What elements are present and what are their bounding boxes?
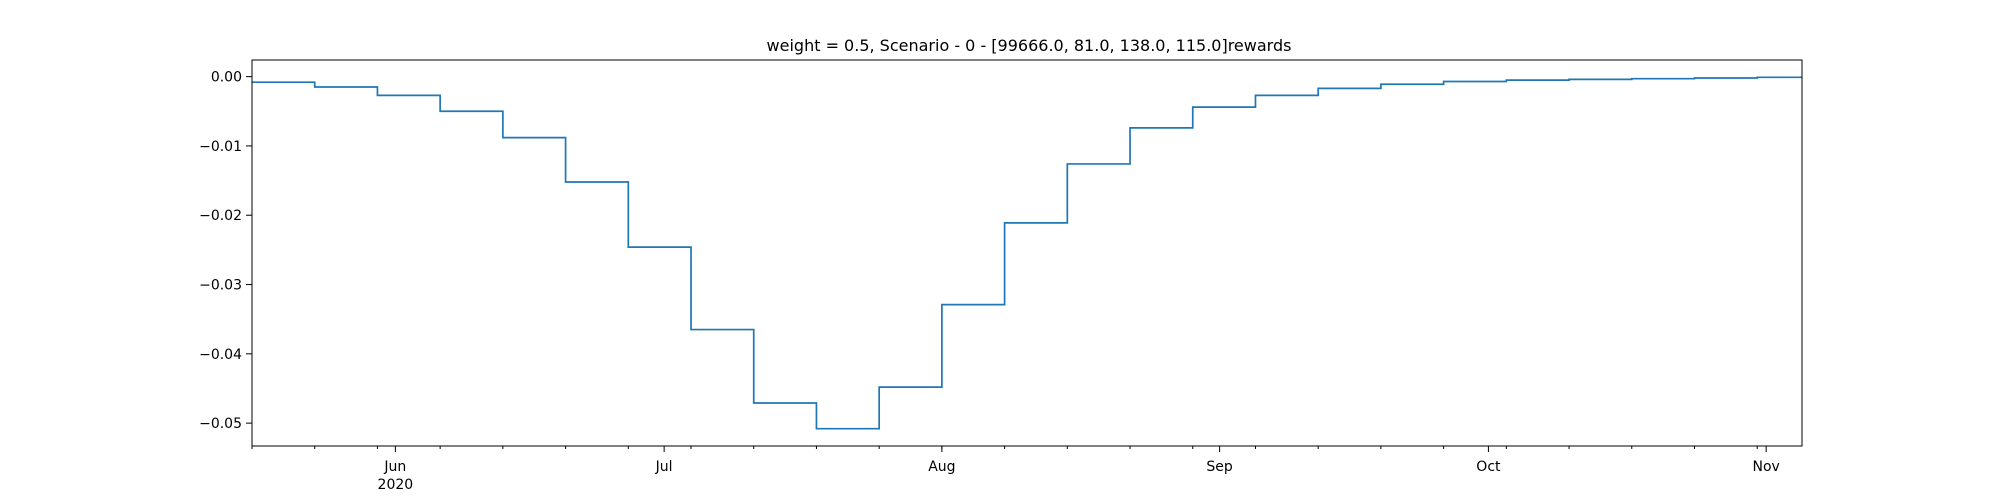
y-tick-label: −0.03 — [199, 278, 242, 294]
chart-title: weight = 0.5, Scenario - 0 - [99666.0, 8… — [767, 36, 1292, 55]
x-tick-label: Sep — [1206, 459, 1233, 475]
x-tick-year-label: 2020 — [378, 477, 414, 493]
y-tick-label: −0.02 — [199, 208, 242, 224]
plot-frame — [251, 59, 1803, 447]
x-tick-label: Aug — [928, 459, 955, 475]
x-tick-label: Jul — [655, 459, 673, 475]
x-tick-label: Nov — [1752, 459, 1779, 475]
x-tick-label: Oct — [1476, 459, 1501, 475]
y-tick-label: −0.04 — [199, 347, 242, 363]
y-tick-label: 0.00 — [211, 70, 242, 86]
x-axis: Jun 2020 Jul Aug Sep Oct Nov — [251, 446, 1780, 493]
y-axis: 0.00 −0.01 −0.02 −0.03 −0.04 −0.05 — [199, 70, 252, 432]
x-tick-label: Jun — [383, 459, 406, 475]
series-line — [252, 76, 1802, 430]
y-tick-label: −0.05 — [199, 416, 242, 432]
y-tick-label: −0.01 — [199, 139, 242, 155]
